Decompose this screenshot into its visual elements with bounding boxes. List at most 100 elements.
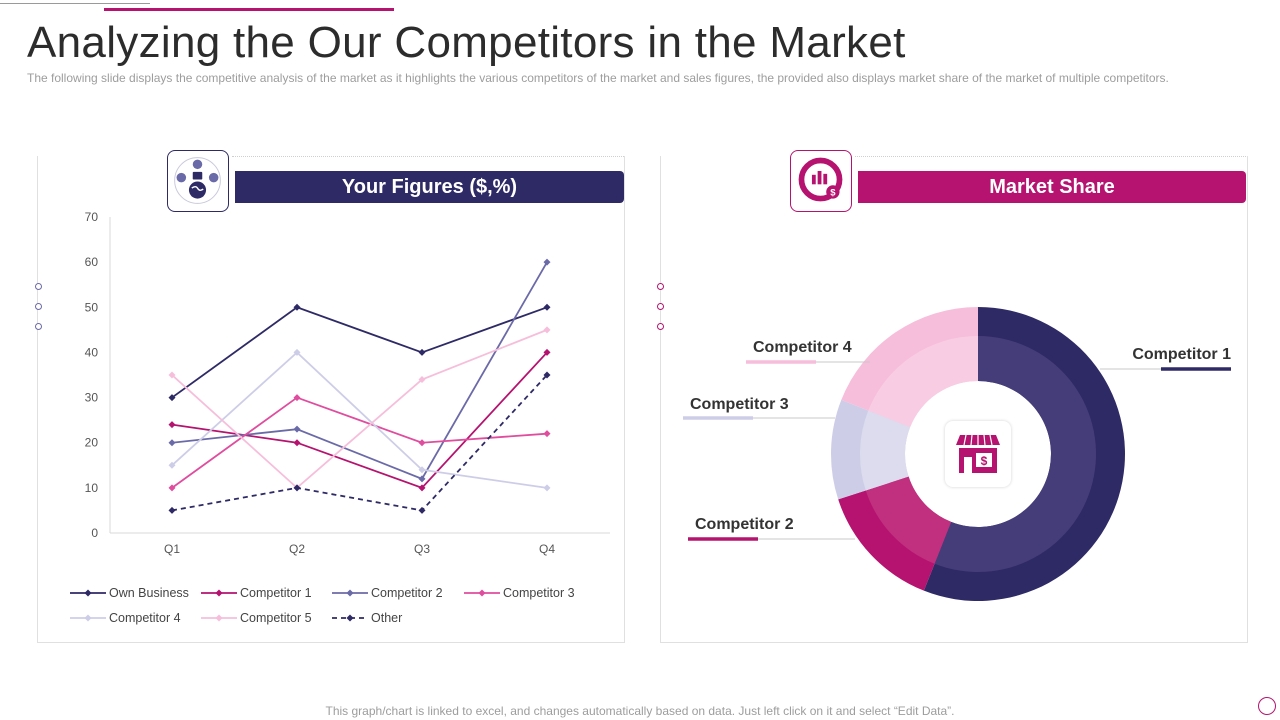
data-point (293, 439, 301, 447)
series-line (171, 374, 548, 512)
globe-people-icon (167, 150, 229, 212)
series-competitor-1 (168, 348, 551, 492)
data-point (418, 348, 426, 356)
legend-label: Competitor 3 (503, 586, 575, 600)
slice-callout: Competitor 2 (688, 516, 855, 541)
slice-competitor-2 (838, 476, 952, 591)
data-point (543, 348, 551, 356)
page-subtitle: The following slide displays the competi… (27, 71, 1169, 85)
legend-label: Competitor 4 (109, 611, 181, 625)
slice-competitor-3 (830, 399, 911, 500)
series-competitor-2 (168, 258, 551, 483)
svg-text:$: $ (830, 188, 836, 199)
side-dot (657, 283, 664, 290)
x-tick-label: Q3 (414, 542, 430, 556)
side-dot (657, 323, 664, 330)
market-share-panel (660, 156, 1248, 643)
top-accent-rule (104, 8, 394, 11)
slice-label: Competitor 2 (695, 516, 794, 533)
legend-marker (84, 614, 92, 622)
legend-item: Competitor 5 (201, 611, 312, 625)
data-point (543, 258, 551, 266)
data-point (418, 506, 426, 514)
legend-marker (84, 589, 92, 597)
legend-item: Competitor 1 (201, 586, 312, 600)
series-line (171, 329, 548, 490)
data-point (168, 421, 176, 429)
series-line (171, 351, 548, 489)
series-line (171, 306, 548, 399)
data-point (168, 394, 176, 402)
data-point (543, 430, 551, 438)
y-tick-label: 0 (91, 526, 98, 540)
legend-marker (215, 589, 223, 597)
slice-label: Competitor 1 (1132, 346, 1231, 363)
series-competitor-4 (168, 348, 551, 492)
series-line (171, 351, 548, 489)
y-tick-label: 60 (85, 255, 99, 269)
legend-label: Competitor 5 (240, 611, 312, 625)
slice-inner (860, 410, 911, 491)
data-point (168, 506, 176, 514)
market-share-banner: Market Share (858, 171, 1246, 203)
legend-marker (346, 614, 354, 622)
market-share-panel-dotted-rule (855, 156, 1246, 158)
slice-callout: Competitor 3 (683, 396, 835, 420)
y-tick-label: 70 (85, 210, 99, 224)
data-point (168, 461, 176, 469)
x-tick-label: Q2 (289, 542, 305, 556)
slice-label: Competitor 4 (753, 339, 852, 356)
slice-label: Competitor 3 (690, 396, 789, 413)
data-point (168, 439, 176, 447)
y-tick-label: 30 (85, 391, 99, 405)
y-tick-label: 10 (85, 481, 99, 495)
figures-panel-dotted-rule (232, 156, 624, 158)
svg-text:$: $ (981, 454, 988, 468)
data-point (543, 303, 551, 311)
data-point (293, 394, 301, 402)
footer-note: This graph/chart is linked to excel, and… (325, 704, 955, 718)
data-point (418, 376, 426, 384)
data-point (293, 303, 301, 311)
slice-callout: Competitor 4 (746, 339, 870, 364)
series-line (171, 396, 548, 489)
legend-label: Own Business (109, 586, 189, 600)
legend-marker (478, 589, 486, 597)
side-dot (657, 303, 664, 310)
series-competitor-3 (168, 394, 551, 492)
corner-circle-icon (1258, 697, 1276, 715)
top-rule (0, 3, 150, 4)
data-point (293, 425, 301, 433)
data-point (543, 371, 551, 379)
legend-item: Competitor 2 (332, 586, 443, 600)
y-tick-label: 50 (85, 300, 99, 314)
legend-marker (346, 589, 354, 597)
page-title: Analyzing the Our Competitors in the Mar… (27, 18, 906, 67)
data-point (293, 484, 301, 492)
analytics-dollar-icon: $ (790, 150, 852, 212)
legend-item: Competitor 3 (464, 586, 575, 600)
x-tick-label: Q4 (539, 542, 555, 556)
slice-callout: Competitor 1 (1100, 346, 1231, 371)
legend-marker (215, 614, 223, 622)
series-own-business (168, 303, 551, 402)
data-point (418, 475, 426, 483)
data-point (418, 439, 426, 447)
y-tick-label: 20 (85, 436, 99, 450)
side-dot (35, 283, 42, 290)
store-dollar-icon: $ (945, 421, 1011, 487)
data-point (543, 484, 551, 492)
legend-item: Other (332, 611, 402, 625)
data-point (418, 484, 426, 492)
legend-label: Competitor 1 (240, 586, 312, 600)
legend-item: Own Business (70, 586, 189, 600)
data-point (168, 371, 176, 379)
legend-item: Competitor 4 (70, 611, 181, 625)
slice-inner (865, 476, 952, 564)
data-point (168, 484, 176, 492)
slice-competitor-1 (923, 307, 1125, 601)
figures-banner: Your Figures ($,%) (235, 171, 624, 203)
slice-competitor-4 (841, 307, 978, 428)
